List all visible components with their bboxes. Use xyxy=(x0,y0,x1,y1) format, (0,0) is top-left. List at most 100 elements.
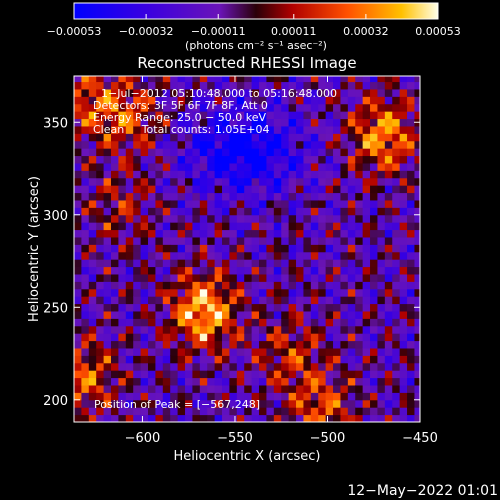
heatmap-cell xyxy=(155,384,164,393)
heatmap-cell xyxy=(148,414,156,422)
heatmap-cell xyxy=(111,199,119,208)
heatmap-cell xyxy=(340,207,349,216)
heatmap-cell xyxy=(74,214,82,223)
heatmap-cell xyxy=(81,333,90,342)
heatmap-cell xyxy=(303,76,312,83)
heatmap-cell xyxy=(133,340,142,349)
heatmap-cell xyxy=(214,251,223,260)
heatmap-cell xyxy=(177,229,186,238)
heatmap-cell xyxy=(81,236,90,245)
y-tick-label: 200 xyxy=(43,394,68,409)
heatmap-cell xyxy=(74,377,82,386)
heatmap-cell xyxy=(303,207,312,216)
heatmap-cell xyxy=(177,103,186,112)
heatmap-cell xyxy=(214,207,223,216)
heatmap-cell xyxy=(96,340,105,349)
heatmap-cell xyxy=(133,384,142,393)
heatmap-cell xyxy=(296,273,304,282)
heatmap-cell xyxy=(148,296,156,305)
heatmap-cell xyxy=(222,399,230,408)
heatmap-cell xyxy=(103,103,112,112)
heatmap-cell xyxy=(207,177,216,186)
heatmap-cell xyxy=(222,185,230,194)
heatmap-cell xyxy=(111,81,119,90)
heatmap-cell xyxy=(340,370,349,379)
heatmap-cell xyxy=(155,273,164,282)
heatmap-cell xyxy=(185,370,193,379)
heatmap-cell xyxy=(192,273,201,282)
heatmap-cell xyxy=(288,88,297,97)
heatmap-cell xyxy=(222,162,230,171)
heatmap-cell xyxy=(288,177,297,186)
heatmap-cell xyxy=(251,384,260,393)
heatmap-cell xyxy=(199,288,208,297)
heatmap-cell xyxy=(103,303,112,312)
heatmap-cell xyxy=(96,325,105,334)
heatmap-cell xyxy=(281,133,290,142)
heatmap-cell xyxy=(170,236,179,245)
heatmap-cell xyxy=(362,222,371,231)
heatmap-cell xyxy=(281,310,290,319)
heatmap-cell xyxy=(162,118,171,127)
heatmap-cell xyxy=(355,310,364,319)
heatmap-cell xyxy=(170,392,179,401)
heatmap-cell xyxy=(177,281,186,290)
heatmap-cell xyxy=(318,118,327,127)
heatmap-cell xyxy=(273,222,282,231)
heatmap-cell xyxy=(103,384,112,393)
annotation-peak-position: Position of Peak = [−567,248] xyxy=(94,398,260,411)
heatmap-cell xyxy=(140,199,149,208)
heatmap-cell xyxy=(325,273,334,282)
heatmap-cell xyxy=(199,96,208,105)
heatmap-cell xyxy=(296,362,304,371)
heatmap-cell xyxy=(296,266,304,275)
y-tick-label: 350 xyxy=(43,116,68,131)
heatmap-cell xyxy=(236,111,245,120)
heatmap-cell xyxy=(310,370,319,379)
heatmap-cell xyxy=(170,155,179,164)
heatmap-cell xyxy=(207,76,216,83)
heatmap-cell xyxy=(155,81,164,90)
heatmap-cell xyxy=(170,214,179,223)
heatmap-cell xyxy=(340,273,349,282)
heatmap-cell xyxy=(370,296,378,305)
heatmap-cell xyxy=(185,76,193,83)
heatmap-cell xyxy=(155,392,164,401)
heatmap-cell xyxy=(155,177,164,186)
heatmap-cell xyxy=(222,303,230,312)
heatmap-cell xyxy=(148,318,156,327)
heatmap-cell xyxy=(81,273,90,282)
heatmap-cell xyxy=(133,155,142,164)
heatmap-cell xyxy=(310,399,319,408)
heatmap-cell xyxy=(266,140,275,149)
heatmap-cell xyxy=(88,199,97,208)
heatmap-cell xyxy=(251,414,260,422)
heatmap-cell xyxy=(192,118,201,127)
heatmap-cell xyxy=(347,185,356,194)
heatmap-cell xyxy=(162,76,171,83)
heatmap-cell xyxy=(333,273,341,282)
heatmap-cell xyxy=(392,177,401,186)
heatmap-cell xyxy=(370,377,378,386)
heatmap-cell xyxy=(296,133,304,142)
heatmap-cell xyxy=(355,318,364,327)
heatmap-cell xyxy=(407,214,415,223)
heatmap-cell xyxy=(192,340,201,349)
heatmap-cell xyxy=(273,148,282,157)
heatmap-cell xyxy=(81,133,90,142)
heatmap-cell xyxy=(133,259,142,268)
heatmap-cell xyxy=(266,155,275,164)
heatmap-cell xyxy=(88,370,97,379)
heatmap-cell xyxy=(170,185,179,194)
heatmap-cell xyxy=(214,140,223,149)
heatmap-cell xyxy=(103,399,112,408)
heatmap-cell xyxy=(229,384,238,393)
heatmap-cell xyxy=(125,362,134,371)
heatmap-cell xyxy=(273,140,282,149)
heatmap-cell xyxy=(333,103,341,112)
heatmap-cell xyxy=(347,303,356,312)
heatmap-cell xyxy=(273,288,282,297)
heatmap-cell xyxy=(399,236,408,245)
heatmap-cell xyxy=(414,251,420,260)
heatmap-cell xyxy=(347,370,356,379)
